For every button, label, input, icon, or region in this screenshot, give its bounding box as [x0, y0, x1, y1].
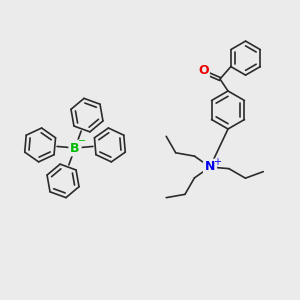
Text: +: + — [213, 157, 221, 167]
Text: N: N — [205, 160, 215, 173]
Text: O: O — [199, 64, 209, 77]
Text: B: B — [70, 142, 80, 154]
Text: −: − — [78, 136, 86, 146]
